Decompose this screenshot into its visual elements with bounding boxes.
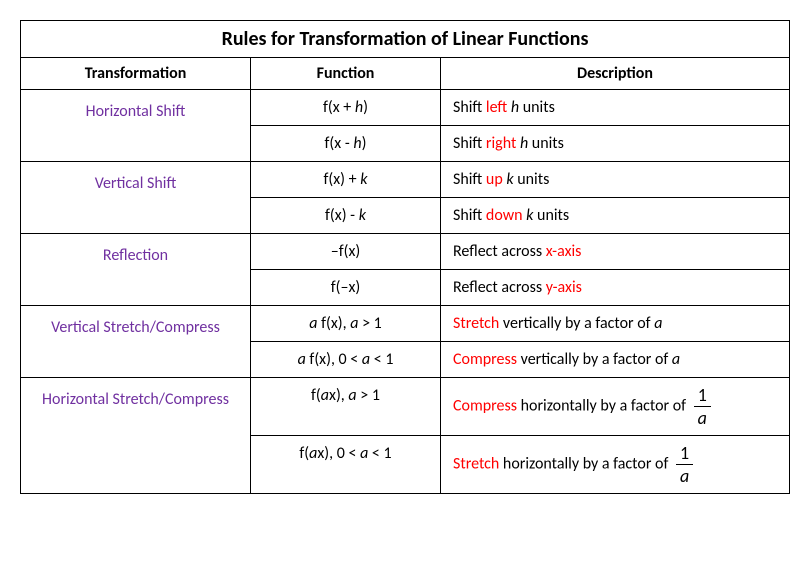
description-cell: Compress vertically by a factor of a [441, 342, 790, 378]
function-cell: f(x) + k [251, 162, 441, 198]
transformation-label: Vertical Stretch/Compress [21, 306, 251, 378]
transformation-label: Horizontal Shift [21, 90, 251, 162]
description-cell: Shift left h units [441, 90, 790, 126]
function-cell: –f(x) [251, 234, 441, 270]
table-row: Horizontal Shift f(x + h) Shift left h u… [21, 90, 790, 126]
col-transformation: Transformation [21, 58, 251, 90]
description-cell: Shift up k units [441, 162, 790, 198]
table-row: Horizontal Stretch/Compress f(ax), a > 1… [21, 378, 790, 436]
table-title: Rules for Transformation of Linear Funct… [21, 21, 790, 58]
title-row: Rules for Transformation of Linear Funct… [21, 21, 790, 58]
transformation-label: Reflection [21, 234, 251, 306]
col-function: Function [251, 58, 441, 90]
description-cell: Shift right h units [441, 126, 790, 162]
table-row: Reflection –f(x) Reflect across x-axis [21, 234, 790, 270]
header-row: Transformation Function Description [21, 58, 790, 90]
table-row: Vertical Stretch/Compress a f(x), a > 1 … [21, 306, 790, 342]
col-description: Description [441, 58, 790, 90]
function-cell: f(ax), 0 < a < 1 [251, 436, 441, 494]
transformations-table: Rules for Transformation of Linear Funct… [20, 20, 790, 494]
function-cell: f(ax), a > 1 [251, 378, 441, 436]
description-cell: Compress horizontally by a factor of 1a [441, 378, 790, 436]
fraction: 1a [676, 444, 693, 485]
table-row: Vertical Shift f(x) + k Shift up k units [21, 162, 790, 198]
description-cell: Reflect across x-axis [441, 234, 790, 270]
function-cell: a f(x), a > 1 [251, 306, 441, 342]
description-cell: Stretch vertically by a factor of a [441, 306, 790, 342]
function-cell: f(–x) [251, 270, 441, 306]
transformation-label: Horizontal Stretch/Compress [21, 378, 251, 494]
transformation-label: Vertical Shift [21, 162, 251, 234]
description-cell: Shift down k units [441, 198, 790, 234]
description-cell: Reflect across y-axis [441, 270, 790, 306]
fraction: 1a [694, 386, 711, 427]
function-cell: a f(x), 0 < a < 1 [251, 342, 441, 378]
function-cell: f(x) - k [251, 198, 441, 234]
function-cell: f(x - h) [251, 126, 441, 162]
function-cell: f(x + h) [251, 90, 441, 126]
description-cell: Stretch horizontally by a factor of 1a [441, 436, 790, 494]
